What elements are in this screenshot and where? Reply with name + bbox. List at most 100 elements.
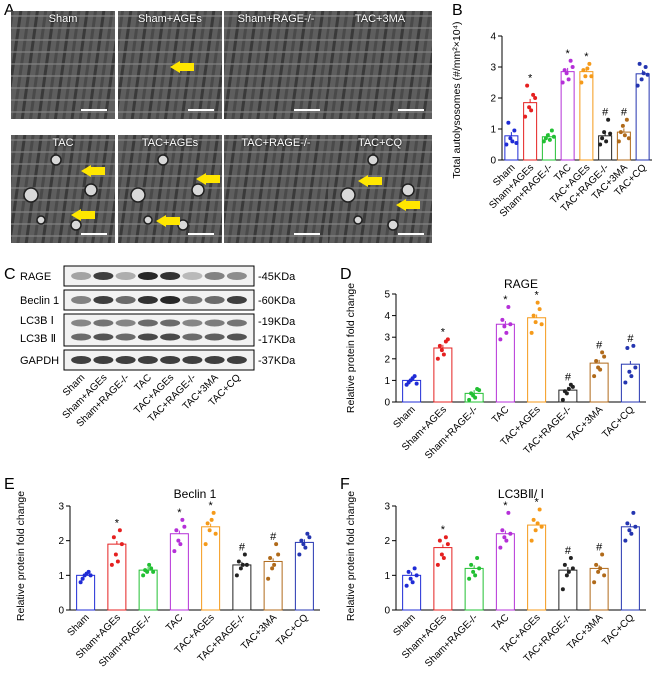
data-point: [598, 367, 603, 372]
data-point: [592, 580, 597, 585]
data-point: [445, 542, 450, 547]
y-tick-label: 3: [490, 63, 496, 74]
data-point: [475, 556, 480, 560]
data-point: [506, 304, 511, 309]
significance-mark: *: [503, 500, 508, 512]
data-point: [504, 330, 509, 335]
data-point: [623, 380, 628, 385]
significance-mark: #: [270, 531, 277, 543]
data-point: [78, 580, 83, 585]
data-point: [645, 72, 650, 77]
bar-tac-cq: [620, 363, 640, 403]
x-tick-label: Sham: [391, 404, 417, 430]
data-point: [570, 566, 575, 571]
bar-tac-ages: [527, 524, 547, 611]
y-tick-label: 5: [384, 290, 390, 301]
data-point: [523, 114, 528, 119]
blot-band: [204, 333, 225, 341]
data-point: [149, 566, 154, 571]
significance-mark: *: [441, 524, 446, 536]
data-point: [618, 130, 623, 135]
y-tick-label: 4: [490, 32, 496, 43]
bar-tac-3ma: [616, 131, 631, 161]
blot-band: [115, 333, 136, 341]
data-point: [531, 313, 536, 318]
em-texture: [328, 135, 432, 243]
data-point: [560, 587, 565, 592]
data-point: [236, 559, 241, 564]
significance-mark: *: [115, 517, 120, 529]
data-point: [616, 139, 621, 144]
significance-mark: *: [441, 326, 446, 338]
arrow-icon: [396, 199, 420, 211]
data-point: [549, 128, 554, 133]
blot-band: [93, 356, 114, 364]
blot-band: [137, 356, 158, 364]
data-point: [620, 123, 625, 128]
data-point: [568, 556, 573, 560]
data-point: [473, 395, 478, 400]
blot-strip: [63, 313, 255, 347]
data-point: [151, 569, 156, 574]
data-point: [182, 524, 187, 529]
data-point: [441, 556, 446, 560]
significance-mark: *: [503, 294, 508, 306]
em-texture: [11, 11, 115, 119]
blot-band: [115, 356, 136, 364]
panel-letter-a: A: [4, 2, 15, 19]
bar-sham: [504, 135, 519, 161]
data-point: [633, 524, 638, 529]
y-tick-label: 0: [490, 156, 496, 167]
data-point: [587, 61, 592, 66]
data-point: [410, 580, 415, 585]
data-point: [115, 559, 120, 564]
data-point: [510, 139, 515, 144]
data-point: [307, 535, 312, 540]
data-point: [537, 507, 542, 512]
em-tile-tac-rage: TAC+RAGE-/-: [224, 135, 328, 243]
blot-strip: [63, 289, 255, 311]
bar-tac: [560, 71, 575, 161]
blot-strip: [63, 349, 255, 371]
data-point: [639, 77, 644, 82]
y-tick-label: 1: [58, 571, 64, 582]
panel-letter-f: F: [340, 476, 350, 493]
data-point: [506, 120, 511, 125]
blot-band: [137, 319, 158, 327]
blot-band: [71, 333, 92, 341]
data-point: [531, 92, 536, 97]
chart-title: LC3BⅡ/ Ⅰ: [498, 487, 544, 501]
data-point: [508, 531, 513, 536]
em-tile-tac-3ma: TAC+3MA: [328, 11, 432, 119]
data-point: [437, 538, 442, 543]
data-point: [213, 531, 218, 536]
arrow-icon: [358, 175, 382, 187]
data-point: [445, 337, 450, 342]
y-axis-label: Total autolysosomes (#/mm²×10⁴): [451, 22, 463, 179]
data-point: [579, 80, 584, 85]
x-tick-label: Sham: [65, 612, 91, 638]
data-point: [502, 535, 507, 540]
scale-bar: [81, 233, 107, 235]
blot-row-label: Beclin 1: [20, 295, 59, 307]
em-texture: [224, 11, 328, 119]
data-point: [242, 552, 247, 557]
data-point: [629, 374, 634, 379]
data-point: [508, 136, 513, 141]
data-point: [626, 136, 631, 141]
data-point: [589, 74, 594, 79]
y-tick-label: 2: [490, 94, 496, 105]
bar-tac-cq: [294, 541, 314, 611]
data-point: [583, 74, 588, 79]
data-point: [596, 569, 601, 574]
blot-band: [226, 356, 247, 364]
data-point: [506, 510, 511, 515]
data-point: [406, 569, 411, 574]
y-tick-label: 3: [384, 502, 390, 513]
data-point: [604, 139, 609, 144]
data-point: [560, 80, 565, 85]
blot-row-label: GAPDH: [20, 355, 59, 367]
em-tile-tac: TAC: [11, 135, 115, 243]
data-point: [564, 573, 569, 578]
data-point: [500, 317, 505, 322]
